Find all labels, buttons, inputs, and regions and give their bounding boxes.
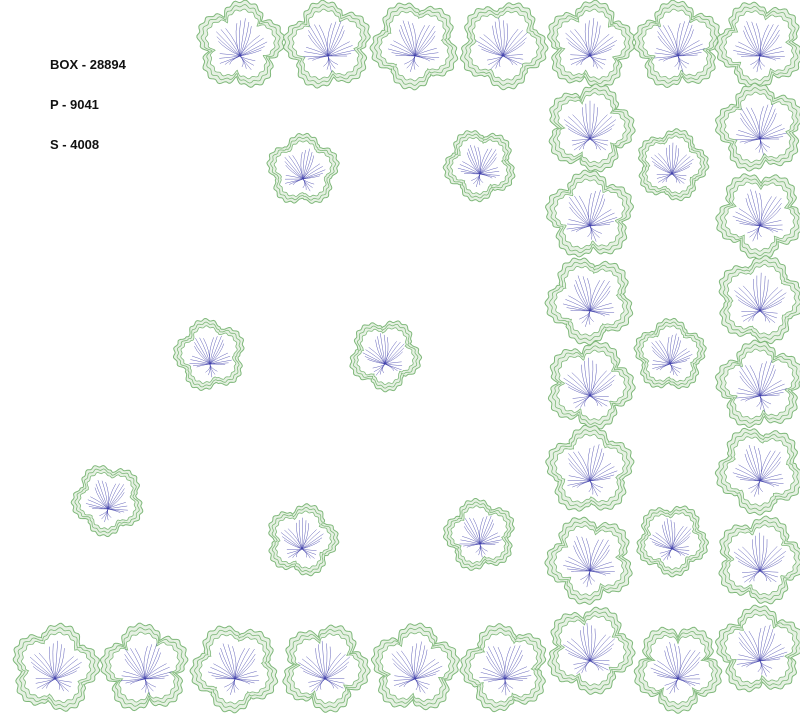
border-flower-bottom <box>633 626 723 714</box>
border-flower-bottom <box>99 622 189 712</box>
s-number-label: S - 4008 <box>50 137 100 152</box>
scattered-flower-motif <box>173 317 245 392</box>
border-flower-bottom <box>282 624 371 713</box>
border-flower-inner-column <box>548 83 636 173</box>
border-flower-top <box>282 0 371 89</box>
border-flower-top <box>459 2 549 91</box>
border-flower-bottom <box>371 622 460 711</box>
scattered-flower-motif <box>633 317 707 390</box>
border-flower-top <box>196 0 286 88</box>
border-flower-top <box>714 1 800 90</box>
scattered-flower-motif <box>266 132 340 204</box>
border-flower-inner-column <box>544 516 633 605</box>
border-flower-bottom <box>12 622 101 712</box>
scattered-flower-motif <box>637 128 710 202</box>
scattered-flower-motif <box>70 464 144 538</box>
scattered-flower-motif <box>442 498 515 571</box>
p-number-label: P - 9041 <box>50 97 99 112</box>
border-flower-inner-column <box>544 169 634 258</box>
border-flower-outer-column <box>714 427 800 516</box>
scattered-flower-motif <box>442 130 516 203</box>
border-flower-outer-column <box>714 604 800 693</box>
scattered-flower-motif <box>268 503 340 577</box>
border-flower-outer-column <box>718 515 800 605</box>
border-flower-outer-column <box>714 339 800 429</box>
border-flower-inner-column <box>547 606 636 695</box>
border-flower-bottom <box>189 625 279 714</box>
border-flower-bottom <box>459 623 547 713</box>
scattered-flower-motif <box>349 320 423 393</box>
box-number-label: BOX - 28894 <box>50 57 126 72</box>
border-flower-outer-column <box>714 82 800 172</box>
scattered-flower-motif <box>636 505 710 578</box>
border-flower-top <box>547 0 636 89</box>
border-flower-top <box>632 0 722 89</box>
border-flower-outer-column <box>718 255 800 345</box>
border-flower-inner-column <box>544 257 634 346</box>
border-flower-inner-column <box>545 424 635 512</box>
border-flower-outer-column <box>715 173 800 261</box>
border-flower-top <box>369 2 459 91</box>
border-flower-inner-column <box>547 340 636 430</box>
